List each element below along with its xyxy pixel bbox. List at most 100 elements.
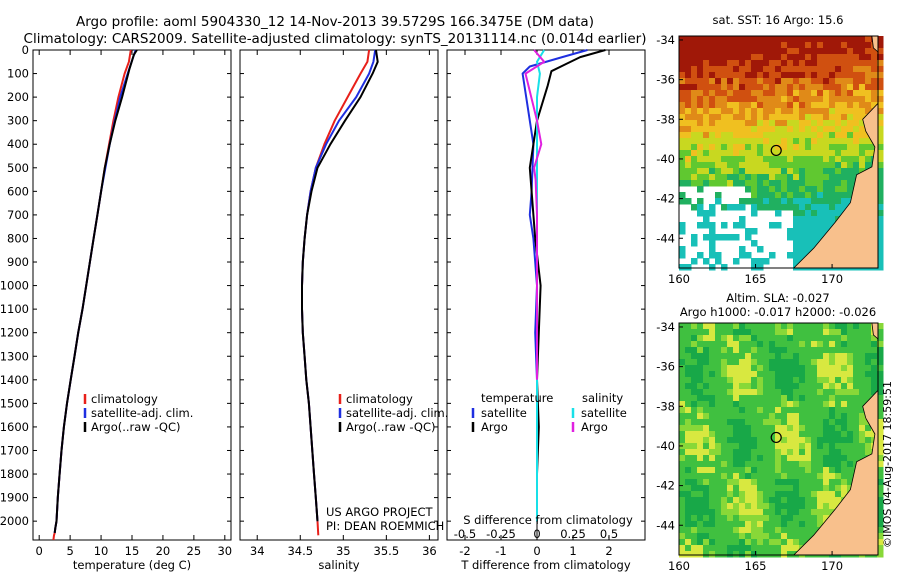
heatmap-cell bbox=[781, 335, 788, 342]
heatmap-cell bbox=[847, 455, 854, 462]
heatmap-cell bbox=[823, 425, 830, 432]
heatmap-cell bbox=[775, 437, 782, 444]
heatmap-cell bbox=[733, 461, 740, 468]
heatmap-cell bbox=[781, 473, 788, 480]
heatmap-cell bbox=[829, 437, 836, 444]
heatmap-cell bbox=[841, 431, 848, 438]
heatmap-cell bbox=[685, 503, 692, 510]
heatmap-cell bbox=[781, 66, 788, 73]
heatmap-cell bbox=[751, 323, 758, 330]
heatmap-cell bbox=[751, 90, 758, 97]
heatmap-cell bbox=[853, 48, 860, 55]
heatmap-cell bbox=[679, 60, 686, 67]
heatmap-cell bbox=[697, 48, 704, 55]
legend-label: Argo(..raw -QC) bbox=[346, 420, 436, 434]
heatmap-cell bbox=[787, 497, 794, 504]
heatmap-cell bbox=[757, 341, 764, 348]
heatmap-cell bbox=[781, 144, 788, 151]
heatmap-cell bbox=[817, 371, 824, 378]
heatmap-cell bbox=[793, 114, 800, 121]
heatmap-cell bbox=[829, 96, 836, 103]
heatmap-cell bbox=[829, 210, 836, 217]
legend-label: Argo bbox=[481, 420, 508, 434]
heatmap-cell bbox=[877, 96, 884, 103]
heatmap-cell bbox=[835, 150, 842, 157]
heatmap-cell bbox=[847, 437, 854, 444]
heatmap-cell bbox=[715, 431, 722, 438]
heatmap-cell bbox=[679, 551, 686, 558]
heatmap-cell bbox=[757, 395, 764, 402]
heatmap-cell bbox=[697, 42, 704, 49]
heatmap-cell bbox=[799, 539, 806, 546]
heatmap-cell bbox=[871, 353, 878, 360]
heatmap-cell bbox=[877, 365, 884, 372]
heatmap-cell bbox=[835, 467, 842, 474]
heatmap-cell bbox=[763, 84, 770, 91]
heatmap-cell bbox=[841, 48, 848, 55]
heatmap-cell bbox=[733, 539, 740, 546]
heatmap-cell bbox=[853, 449, 860, 456]
heatmap-cell bbox=[781, 174, 788, 181]
heatmap-cell bbox=[805, 48, 812, 55]
heatmap-cell bbox=[709, 126, 716, 133]
heatmap-cell bbox=[739, 156, 746, 163]
heatmap-cell bbox=[691, 72, 698, 79]
heatmap-cell bbox=[817, 329, 824, 336]
heatmap-cell bbox=[775, 72, 782, 79]
heatmap-cell bbox=[697, 54, 704, 61]
heatmap-cell bbox=[799, 527, 806, 534]
heatmap-cell bbox=[745, 234, 752, 241]
heatmap-cell bbox=[685, 413, 692, 420]
heatmap-cell bbox=[739, 222, 746, 229]
heatmap-cell bbox=[829, 461, 836, 468]
heatmap-cell bbox=[865, 395, 872, 402]
heatmap-cell bbox=[829, 497, 836, 504]
heatmap-cell bbox=[877, 431, 884, 438]
heatmap-cell bbox=[787, 78, 794, 85]
heatmap-cell bbox=[817, 84, 824, 91]
heatmap-cell bbox=[847, 42, 854, 49]
heatmap-cell bbox=[865, 54, 872, 61]
heatmap-cell bbox=[823, 515, 830, 522]
heatmap-cell bbox=[769, 108, 776, 115]
heatmap-cell bbox=[811, 419, 818, 426]
heatmap-cell bbox=[739, 162, 746, 169]
heatmap-cell bbox=[853, 377, 860, 384]
heatmap-cell bbox=[811, 443, 818, 450]
s-diff-axis-label: S difference from climatology bbox=[463, 513, 633, 527]
heatmap-cell bbox=[733, 42, 740, 49]
heatmap-cell bbox=[781, 42, 788, 49]
heatmap-cell bbox=[793, 341, 800, 348]
heatmap-cell bbox=[697, 449, 704, 456]
heatmap-cell bbox=[811, 521, 818, 528]
heatmap-cell bbox=[709, 132, 716, 139]
heatmap-cell bbox=[865, 48, 872, 55]
heatmap-cell bbox=[739, 144, 746, 151]
heatmap-cell bbox=[805, 467, 812, 474]
heatmap-cell bbox=[703, 234, 710, 241]
heatmap-cell bbox=[721, 174, 728, 181]
heatmap-cell bbox=[781, 108, 788, 115]
heatmap-cell bbox=[847, 138, 854, 145]
heatmap-cell bbox=[745, 527, 752, 534]
heatmap-cell bbox=[781, 461, 788, 468]
heatmap-cell bbox=[691, 114, 698, 121]
heatmap-cell bbox=[715, 108, 722, 115]
heatmap-cell bbox=[817, 144, 824, 151]
heatmap-cell bbox=[847, 102, 854, 109]
heatmap-cell bbox=[823, 437, 830, 444]
heatmap-cell bbox=[715, 503, 722, 510]
heatmap-cell bbox=[829, 60, 836, 67]
heatmap-cell bbox=[793, 102, 800, 109]
heatmap-cell bbox=[811, 156, 818, 163]
heatmap-cell bbox=[727, 371, 734, 378]
heatmap-cell bbox=[763, 527, 770, 534]
heatmap-cell bbox=[859, 72, 866, 79]
heatmap-cell bbox=[691, 521, 698, 528]
heatmap-cell bbox=[709, 264, 716, 271]
heatmap-cell bbox=[727, 377, 734, 384]
heatmap-cell bbox=[709, 156, 716, 163]
heatmap-cell bbox=[697, 365, 704, 372]
heatmap-cell bbox=[847, 347, 854, 354]
heatmap-cell bbox=[721, 395, 728, 402]
